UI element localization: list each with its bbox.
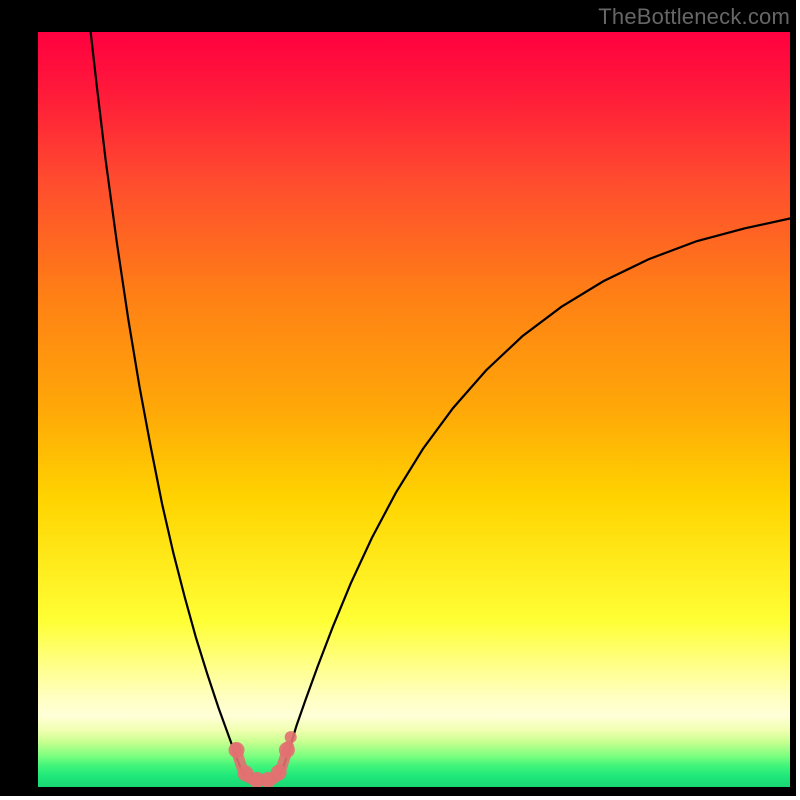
valley-dot-0: [229, 742, 245, 758]
valley-dot-5: [279, 742, 295, 758]
watermark-text: TheBottleneck.com: [598, 4, 790, 30]
chart-plot-area: [38, 32, 790, 787]
chart-svg: [0, 0, 800, 800]
valley-dot-4: [271, 765, 287, 781]
valley-dot-6: [285, 731, 297, 743]
stage: TheBottleneck.com: [0, 0, 800, 800]
